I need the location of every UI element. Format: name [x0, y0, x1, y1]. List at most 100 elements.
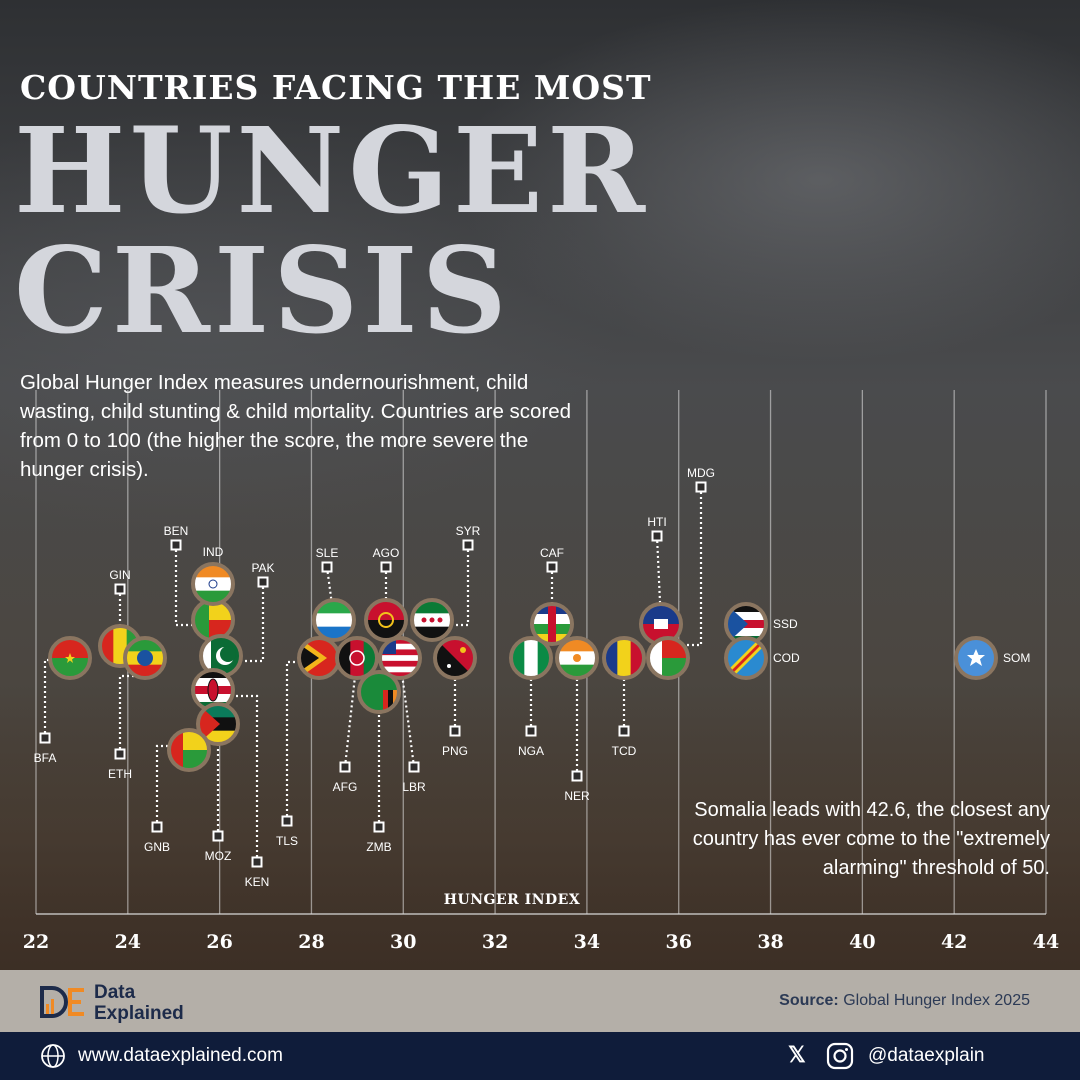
x-tick-label: 44	[1033, 931, 1059, 953]
x-tick-label: 34	[574, 931, 600, 953]
country-label-sle: SLE	[316, 546, 339, 560]
x-axis-ticks: 22 24 26 28 30 32 34 36 38 40 42 44	[23, 931, 1059, 953]
x-tick-label: 24	[115, 931, 141, 953]
x-tick-label: 36	[666, 931, 692, 953]
country-label-mdg: MDG	[687, 466, 715, 480]
marker-ring	[357, 670, 401, 714]
anchor-tls	[281, 815, 293, 827]
x-tick-label: 40	[849, 931, 875, 953]
brand-name: Data Explained	[94, 982, 184, 1024]
x-tick-label: 26	[206, 931, 232, 953]
leader-tls	[285, 660, 319, 821]
marker-ring	[954, 636, 998, 680]
marker-syr	[410, 598, 454, 642]
x-twitter-icon[interactable]: 𝕏	[788, 1042, 806, 1067]
marker-sle	[312, 598, 356, 642]
anchor-ner	[571, 770, 583, 782]
marker-ring	[433, 636, 477, 680]
brand-name-line1: Data	[94, 982, 136, 1003]
country-label-afg: AFG	[333, 780, 358, 794]
anchor-lbr	[408, 761, 420, 773]
annotation-somalia: Somalia leads with 42.6, the closest any…	[692, 799, 1050, 879]
anchor-nga	[525, 725, 537, 737]
country-label-nga: NGA	[518, 744, 544, 758]
anchor-gnb	[151, 821, 163, 833]
website-link[interactable]: www.dataexplained.com	[78, 1045, 283, 1066]
leader-ben	[174, 545, 213, 627]
anchor-eth	[114, 748, 126, 760]
country-label-pak: PAK	[251, 561, 274, 575]
country-label-ind: IND	[203, 545, 224, 559]
marker-ring	[724, 636, 768, 680]
country-label-gnb: GNB	[144, 840, 170, 854]
title-line-crisis: CRISIS	[14, 221, 511, 360]
country-label-tls: TLS	[276, 834, 298, 848]
leader-bfa	[43, 658, 70, 738]
brand-logo-icon	[40, 986, 84, 1018]
anchor-zmb	[373, 821, 385, 833]
social-handle[interactable]: @dataexplain	[868, 1045, 985, 1066]
marker-ring	[48, 636, 92, 680]
anchor-tcd	[618, 725, 630, 737]
description-text: Global Hunger Index measures undernouris…	[20, 371, 572, 481]
anchor-bfa	[39, 732, 51, 744]
leader-eth	[118, 674, 145, 754]
marker-afg	[335, 636, 379, 680]
marker-eth	[123, 636, 167, 680]
marker-ind	[191, 562, 235, 606]
marker-ring	[167, 728, 211, 772]
marker-som	[954, 636, 998, 680]
country-label-lbr: LBR	[402, 780, 426, 794]
x-tick-label: 30	[390, 931, 416, 953]
country-label-moz: MOZ	[205, 849, 232, 863]
country-label-ssd: SSD	[773, 617, 798, 631]
source-text: Global Hunger Index 2025	[843, 992, 1030, 1009]
anchor-png	[449, 725, 461, 737]
x-tick-label: 28	[298, 931, 324, 953]
marker-lbr	[378, 636, 422, 680]
country-label-hti: HTI	[647, 515, 666, 529]
marker-ring	[364, 598, 408, 642]
country-label-tcd: TCD	[612, 744, 637, 758]
footer-bar	[0, 1032, 1080, 1080]
country-label-bfa: BFA	[34, 751, 57, 765]
marker-gnb	[167, 728, 211, 772]
x-axis-title: HUNGER INDEX	[444, 892, 580, 908]
marker-ring	[602, 636, 646, 680]
anchor-ago	[380, 561, 392, 573]
marker-png	[433, 636, 477, 680]
country-label-caf: CAF	[540, 546, 564, 560]
anchor-syr	[462, 539, 474, 551]
country-label-cod: COD	[773, 651, 800, 665]
title-line-hunger: HUNGER	[14, 101, 650, 240]
leader-sle	[325, 566, 336, 621]
leader-gnb	[155, 744, 189, 827]
x-tick-label: 42	[941, 931, 967, 953]
marker-ring	[410, 598, 454, 642]
country-label-eth: ETH	[108, 767, 132, 781]
marker-ring	[335, 636, 379, 680]
country-label-syr: SYR	[456, 524, 481, 538]
marker-ring	[646, 636, 690, 680]
country-label-ken: KEN	[245, 875, 270, 889]
anchor-ken	[251, 856, 263, 868]
marker-bfa	[48, 636, 92, 680]
marker-pak	[199, 634, 243, 678]
anchor-hti	[651, 530, 663, 542]
footer-source-band	[0, 970, 1080, 1032]
x-tick-label: 22	[23, 931, 49, 953]
instagram-icon[interactable]	[826, 1042, 854, 1070]
title-kicker: COUNTRIES FACING THE MOST	[20, 68, 652, 107]
country-label-gin: GIN	[109, 568, 130, 582]
marker-tcd	[602, 636, 646, 680]
marker-ring	[530, 602, 574, 646]
chart-canvas: HUNGER INDEX 22 24 26 28 30 32 34 36 38 40 42 44 BF…	[23, 390, 1059, 953]
anchor-ben	[170, 539, 182, 551]
country-label-som: SOM	[1003, 651, 1030, 665]
marker-ring	[191, 562, 235, 606]
marker-mdg	[646, 636, 690, 680]
marker-zmb	[357, 670, 401, 714]
country-label-ago: AGO	[373, 546, 400, 560]
marker-ring	[123, 636, 167, 680]
marker-ring	[196, 702, 240, 746]
